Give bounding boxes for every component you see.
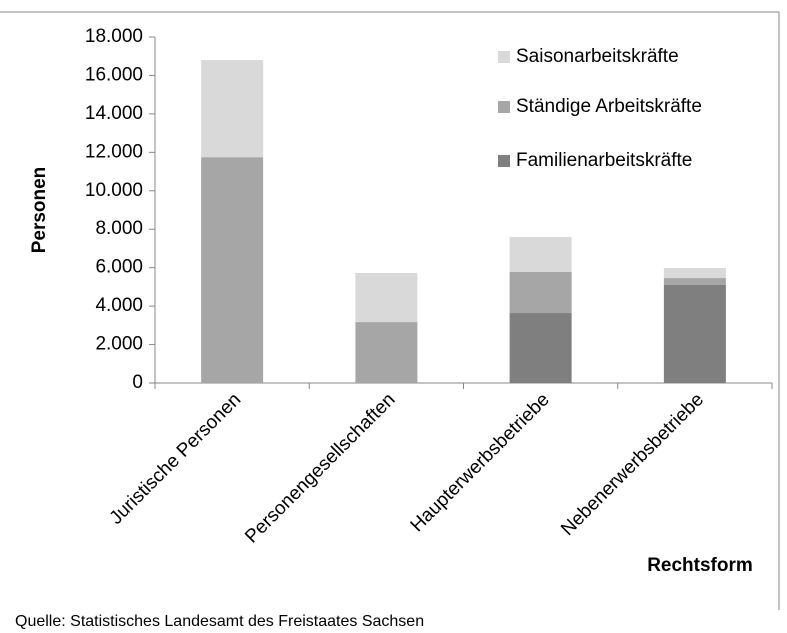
legend-swatch (498, 155, 510, 167)
y-tick-label: 16.000 (85, 64, 143, 85)
legend-label: Familienarbeitskräfte (516, 150, 692, 171)
x-tick-label: Haupterwerbsbetriebe (407, 389, 554, 536)
bar-segment (663, 268, 726, 279)
y-tick-label: 2.000 (95, 334, 143, 355)
bar-segment (663, 284, 726, 383)
x-tick-label: Juristische Personen (106, 389, 246, 529)
y-tick-label: 18.000 (85, 26, 143, 47)
bar-segment (509, 271, 572, 314)
bar-segment (201, 157, 264, 383)
y-tick-label: 8.000 (95, 218, 143, 239)
y-tick-label: 6.000 (95, 257, 143, 278)
bar-segment (509, 236, 572, 272)
legend-swatch (498, 101, 510, 113)
x-tick-label: Personengesellschaften (241, 389, 399, 547)
y-tick-label: 0 (132, 372, 143, 393)
y-axis-label: Personen (29, 167, 50, 254)
y-tick-label: 14.000 (85, 103, 143, 124)
bar-segment (663, 278, 726, 285)
y-tick-label: 10.000 (85, 180, 143, 201)
legend-label: Ständige Arbeitskräfte (516, 96, 702, 117)
y-tick-label: 12.000 (85, 141, 143, 162)
legend-label: Saisonarbeitskräfte (516, 46, 679, 67)
source: Quelle: Statistisches Landesamt des Frei… (15, 613, 424, 630)
legend-swatch (498, 51, 510, 63)
bar-segment (201, 60, 264, 158)
y-tick-label: 4.000 (95, 295, 143, 316)
x-tick-label: Nebenerwerbsbetriebe (557, 389, 708, 540)
bar-segment (509, 313, 572, 383)
x-axis-label: Rechtsform (647, 555, 753, 576)
bar-segment (355, 273, 418, 323)
bar-segment (355, 322, 418, 383)
